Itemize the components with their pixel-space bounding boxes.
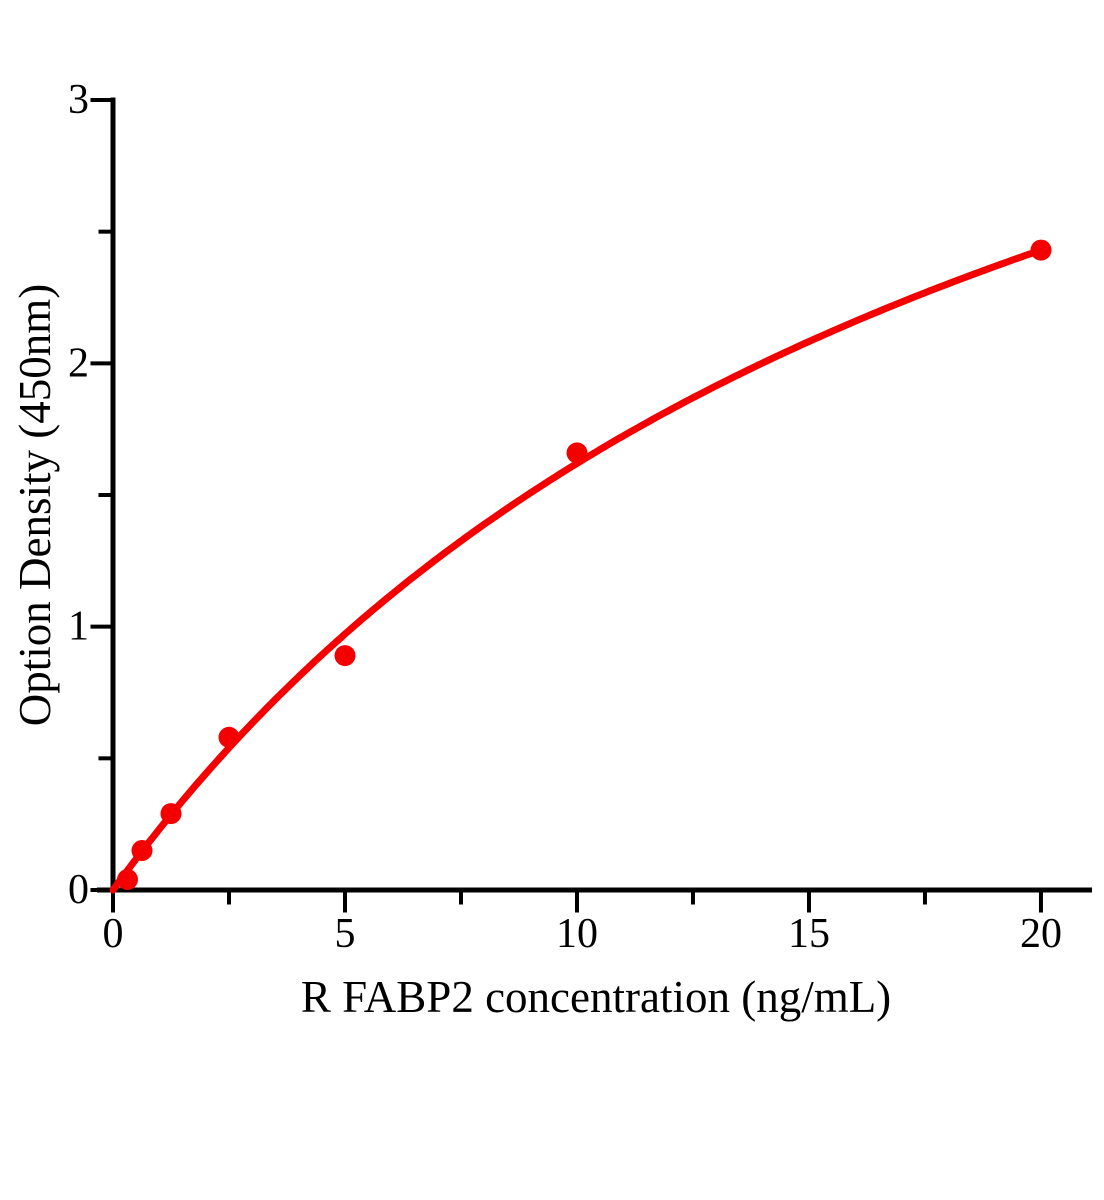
- data-point-5: [334, 645, 356, 667]
- standard-curve-line: [109, 246, 1045, 894]
- x-tick-label: 15: [788, 911, 830, 957]
- x-tick-label: 5: [334, 911, 355, 957]
- y-tick-label: 3: [68, 77, 89, 123]
- y-tick-label: 1: [68, 604, 89, 650]
- data-point-20: [1030, 239, 1052, 261]
- data-point-10: [566, 442, 588, 464]
- data-point-1.25: [160, 803, 182, 825]
- y-tick-label: 2: [68, 340, 89, 386]
- y-tick-label: 0: [68, 867, 89, 913]
- data-point-0.625: [131, 840, 153, 861]
- x-tick-label: 10: [556, 911, 598, 957]
- data-point-2.5: [218, 726, 240, 748]
- x-axis-title: R FABP2 concentration (ng/mL): [301, 972, 891, 1022]
- data-point-0.3125: [117, 869, 138, 890]
- x-tick-label: 20: [1020, 911, 1062, 957]
- x-tick-label: 0: [103, 911, 124, 957]
- y-axis-title: Option Density (450nm): [10, 284, 60, 726]
